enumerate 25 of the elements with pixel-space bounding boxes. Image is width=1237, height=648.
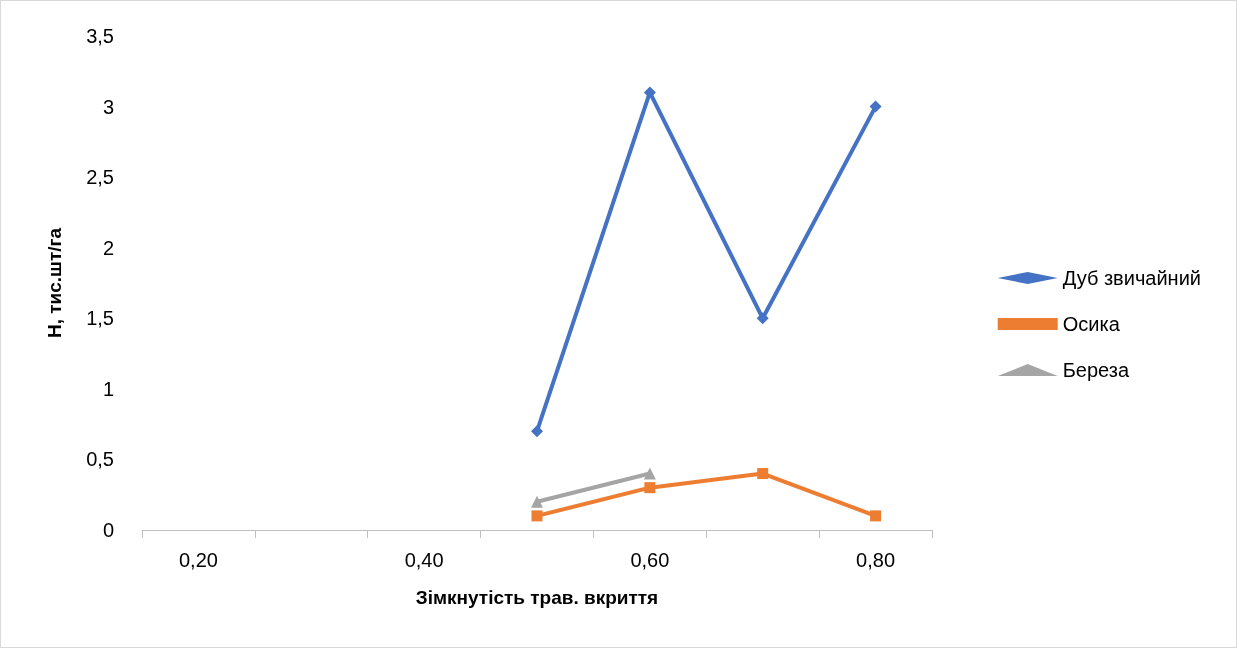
point xyxy=(531,425,543,438)
legend-label: Дуб звичайний xyxy=(1062,267,1202,289)
x-tick-label: 0,20 xyxy=(178,549,218,571)
y-axis-title: Н, тис.шт/га xyxy=(44,227,65,339)
point xyxy=(643,86,656,99)
x-tick-label: 0,60 xyxy=(630,549,670,571)
x-axis-title: Зімкнутість трав. вкриття xyxy=(415,587,659,608)
point xyxy=(644,482,656,494)
y-tick-label: 0 xyxy=(102,519,114,541)
x-tick-label: 0,40 xyxy=(404,549,444,571)
y-tick-label: 2,5 xyxy=(86,166,114,189)
point xyxy=(531,510,543,522)
y-tick-label: 2 xyxy=(102,236,114,259)
y-tick-label: 0,5 xyxy=(86,448,114,471)
y-tick-label: 3 xyxy=(102,95,114,118)
point xyxy=(870,510,882,522)
y-tick-label: 3,5 xyxy=(86,25,114,47)
point xyxy=(756,312,769,325)
legend-label: Осика xyxy=(1062,313,1121,335)
legend-label: Береза xyxy=(1062,359,1130,381)
x-tick-label: 0,80 xyxy=(856,549,896,571)
y-tick-label: 1,5 xyxy=(86,307,114,330)
y-tick-label: 1 xyxy=(102,377,114,400)
point xyxy=(757,468,769,480)
point xyxy=(869,100,882,113)
